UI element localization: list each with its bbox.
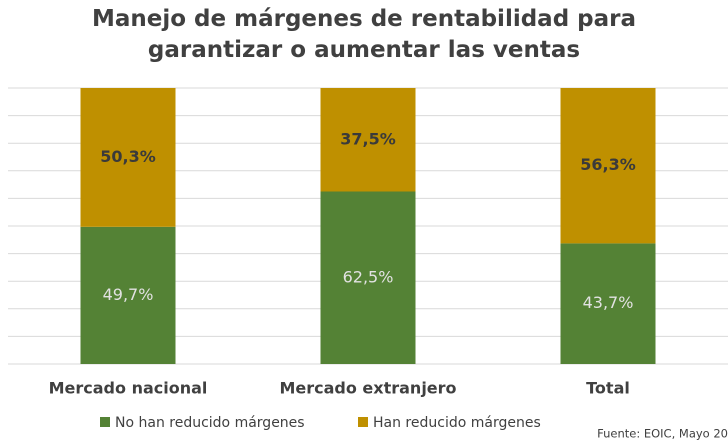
x-tick-label: Mercado nacional <box>49 379 208 398</box>
x-tick-label: Mercado extranjero <box>279 379 456 398</box>
bar-segment <box>320 191 416 364</box>
data-label: 37,5% <box>340 129 396 148</box>
bar-segment <box>80 226 176 364</box>
x-tick-label: Total <box>586 379 630 398</box>
data-label: 56,3% <box>580 155 636 174</box>
data-label: 49,7% <box>103 285 154 304</box>
bar-segment <box>560 243 656 364</box>
legend-label: Han reducido márgenes <box>373 415 541 431</box>
legend-swatch <box>100 417 110 427</box>
legend-swatch <box>358 417 368 427</box>
bar-segment <box>320 88 416 192</box>
data-label: 43,7% <box>583 293 634 312</box>
chart-title: Manejo de márgenes de rentabilidad para … <box>91 6 637 63</box>
legend-label: No han reducido márgenes <box>115 415 305 431</box>
bar-segment <box>560 88 656 244</box>
data-label: 62,5% <box>343 267 394 286</box>
source-note: Fuente: EOIC, Mayo 20 <box>597 427 728 441</box>
data-label: 50,3% <box>100 147 156 166</box>
bar-segment <box>80 88 176 227</box>
